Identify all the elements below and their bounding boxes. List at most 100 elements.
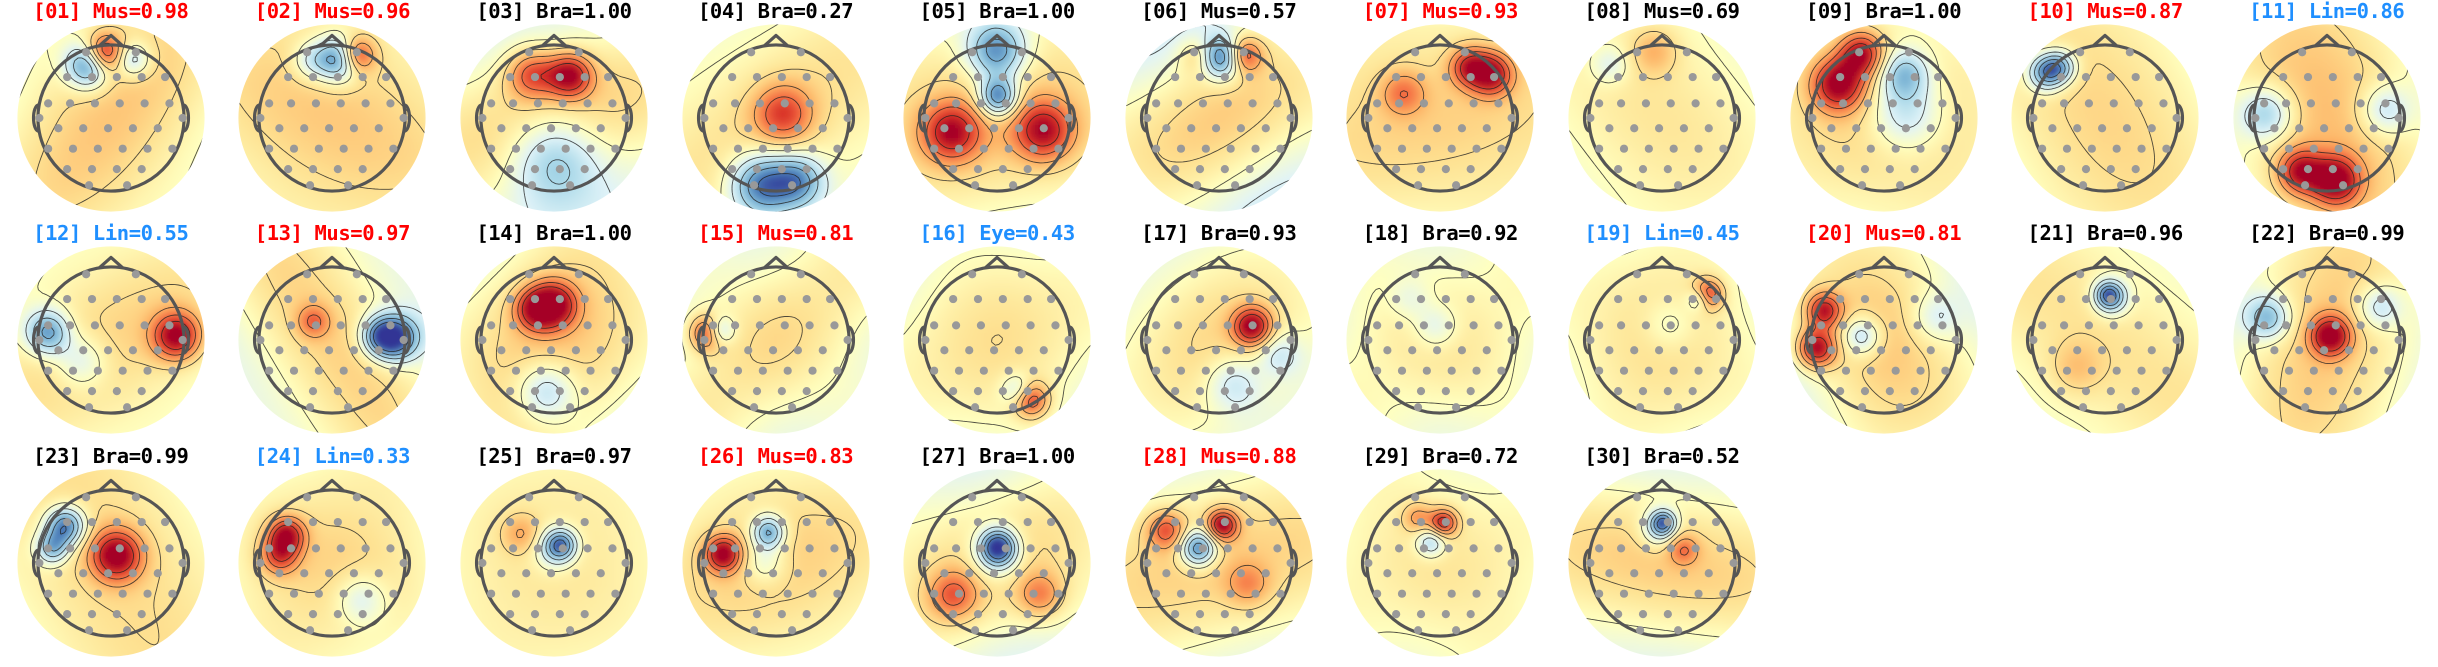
topomap-cell-21[interactable]: [21] Bra=0.96 bbox=[1994, 222, 2216, 444]
topomap-plot[interactable] bbox=[2232, 23, 2422, 213]
topomap-plot[interactable] bbox=[459, 468, 649, 658]
topomap-cell-10[interactable]: [10] Mus=0.87 bbox=[1994, 0, 2216, 222]
topomap-cell-18[interactable]: [18] Bra=0.92 bbox=[1330, 222, 1552, 444]
topomap-plot[interactable] bbox=[1124, 468, 1314, 658]
component-label: [08] Mus=0.69 bbox=[1584, 1, 1739, 22]
topomap-plot[interactable] bbox=[902, 23, 1092, 213]
topomap-cell-05[interactable]: [05] Bra=1.00 bbox=[886, 0, 1108, 222]
component-label: [28] Mus=0.88 bbox=[1141, 446, 1296, 467]
topomap-cell-19[interactable]: [19] Lin=0.45 bbox=[1551, 222, 1773, 444]
topomap-plot[interactable] bbox=[237, 245, 427, 435]
topomap-image bbox=[2010, 245, 2200, 435]
topomap-plot[interactable] bbox=[2010, 23, 2200, 213]
topomap-plot[interactable] bbox=[2010, 245, 2200, 435]
topomap-cell-02[interactable]: [02] Mus=0.96 bbox=[222, 0, 444, 222]
topomap-plot[interactable] bbox=[1124, 23, 1314, 213]
component-label: [29] Bra=0.72 bbox=[1363, 446, 1518, 467]
topomap-plot[interactable] bbox=[2232, 245, 2422, 435]
topomap-cell-28[interactable]: [28] Mus=0.88 bbox=[1108, 445, 1330, 667]
topomap-image bbox=[237, 23, 427, 213]
topomap-plot[interactable] bbox=[459, 245, 649, 435]
component-label: [18] Bra=0.92 bbox=[1363, 223, 1518, 244]
topomap-plot[interactable] bbox=[16, 468, 206, 658]
topomap-cell-03[interactable]: [03] Bra=1.00 bbox=[443, 0, 665, 222]
topomap-image bbox=[16, 23, 206, 213]
topomap-cell-11[interactable]: [11] Lin=0.86 bbox=[2216, 0, 2438, 222]
component-label: [19] Lin=0.45 bbox=[1584, 223, 1739, 244]
component-label: [14] Bra=1.00 bbox=[476, 223, 631, 244]
topomap-plot[interactable] bbox=[1789, 245, 1979, 435]
topomap-image bbox=[1345, 468, 1535, 658]
topomap-image bbox=[1567, 468, 1757, 658]
component-label: [04] Bra=0.27 bbox=[698, 1, 853, 22]
component-label: [09] Bra=1.00 bbox=[1806, 1, 1961, 22]
component-label: [05] Bra=1.00 bbox=[920, 1, 1075, 22]
topomap-cell-25[interactable]: [25] Bra=0.97 bbox=[443, 445, 665, 667]
topomap-cell-08[interactable]: [08] Mus=0.69 bbox=[1551, 0, 1773, 222]
component-label: [27] Bra=1.00 bbox=[920, 446, 1075, 467]
topomap-cell-22[interactable]: [22] Bra=0.99 bbox=[2216, 222, 2438, 444]
topomap-cell-17[interactable]: [17] Bra=0.93 bbox=[1108, 222, 1330, 444]
component-label: [26] Mus=0.83 bbox=[698, 446, 853, 467]
component-label: [23] Bra=0.99 bbox=[33, 446, 188, 467]
component-label: [06] Mus=0.57 bbox=[1141, 1, 1296, 22]
topomap-plot[interactable] bbox=[1567, 468, 1757, 658]
topomap-cell-06[interactable]: [06] Mus=0.57 bbox=[1108, 0, 1330, 222]
topomap-plot[interactable] bbox=[1789, 23, 1979, 213]
topomap-row-3: [23] Bra=0.99 [24] Lin=0.33 [25] Bra=0.97 [… bbox=[0, 445, 2438, 667]
component-label: [15] Mus=0.81 bbox=[698, 223, 853, 244]
topomap-image bbox=[237, 245, 427, 435]
topomap-cell-15[interactable]: [15] Mus=0.81 bbox=[665, 222, 887, 444]
topomap-plot[interactable] bbox=[681, 245, 871, 435]
topomap-cell-01[interactable]: [01] Mus=0.98 bbox=[0, 0, 222, 222]
topomap-image bbox=[902, 23, 1092, 213]
topomap-image bbox=[681, 468, 871, 658]
component-label: [16] Eye=0.43 bbox=[920, 223, 1075, 244]
topomap-image bbox=[16, 245, 206, 435]
topomap-image bbox=[1567, 245, 1757, 435]
topomap-plot[interactable] bbox=[681, 468, 871, 658]
topomap-plot[interactable] bbox=[16, 23, 206, 213]
topomap-cell-29[interactable]: [29] Bra=0.72 bbox=[1330, 445, 1552, 667]
topomap-cell-20[interactable]: [20] Mus=0.81 bbox=[1773, 222, 1995, 444]
topomap-plot[interactable] bbox=[902, 245, 1092, 435]
topomap-cell-07[interactable]: [07] Mus=0.93 bbox=[1330, 0, 1552, 222]
topomap-cell-09[interactable]: [09] Bra=1.00 bbox=[1773, 0, 1995, 222]
topomap-cell-26[interactable]: [26] Mus=0.83 bbox=[665, 445, 887, 667]
topomap-plot[interactable] bbox=[1124, 245, 1314, 435]
topomap-plot[interactable] bbox=[902, 468, 1092, 658]
topomap-image bbox=[459, 245, 649, 435]
topomap-plot[interactable] bbox=[1345, 468, 1535, 658]
component-label: [01] Mus=0.98 bbox=[33, 1, 188, 22]
topomap-image bbox=[902, 245, 1092, 435]
topomap-plot[interactable] bbox=[237, 468, 427, 658]
topomap-cell-14[interactable]: [14] Bra=1.00 bbox=[443, 222, 665, 444]
topomap-plot[interactable] bbox=[1345, 245, 1535, 435]
component-label: [30] Bra=0.52 bbox=[1584, 446, 1739, 467]
topomap-cell-27[interactable]: [27] Bra=1.00 bbox=[886, 445, 1108, 667]
topomap-plot[interactable] bbox=[1567, 23, 1757, 213]
topomap-plot[interactable] bbox=[237, 23, 427, 213]
topomap-plot[interactable] bbox=[681, 23, 871, 213]
component-label: [22] Bra=0.99 bbox=[2249, 223, 2404, 244]
topomap-plot[interactable] bbox=[16, 245, 206, 435]
component-label: [20] Mus=0.81 bbox=[1806, 223, 1961, 244]
component-label: [07] Mus=0.93 bbox=[1363, 1, 1518, 22]
topomap-image bbox=[1124, 23, 1314, 213]
topomap-cell-04[interactable]: [04] Bra=0.27 bbox=[665, 0, 887, 222]
topomap-cell-16[interactable]: [16] Eye=0.43 bbox=[886, 222, 1108, 444]
topomap-cell-23[interactable]: [23] Bra=0.99 bbox=[0, 445, 222, 667]
component-label: [25] Bra=0.97 bbox=[476, 446, 631, 467]
topomap-image bbox=[1345, 23, 1535, 213]
topomap-image bbox=[902, 468, 1092, 658]
topomap-image bbox=[1345, 245, 1535, 435]
topomap-cell-13[interactable]: [13] Mus=0.97 bbox=[222, 222, 444, 444]
topomap-plot[interactable] bbox=[459, 23, 649, 213]
topomap-cell-12[interactable]: [12] Lin=0.55 bbox=[0, 222, 222, 444]
topomap-image bbox=[1124, 245, 1314, 435]
topomap-plot[interactable] bbox=[1567, 245, 1757, 435]
topomap-image bbox=[237, 468, 427, 658]
topomap-cell-24[interactable]: [24] Lin=0.33 bbox=[222, 445, 444, 667]
topomap-plot[interactable] bbox=[1345, 23, 1535, 213]
topomap-cell-30[interactable]: [30] Bra=0.52 bbox=[1551, 445, 1773, 667]
